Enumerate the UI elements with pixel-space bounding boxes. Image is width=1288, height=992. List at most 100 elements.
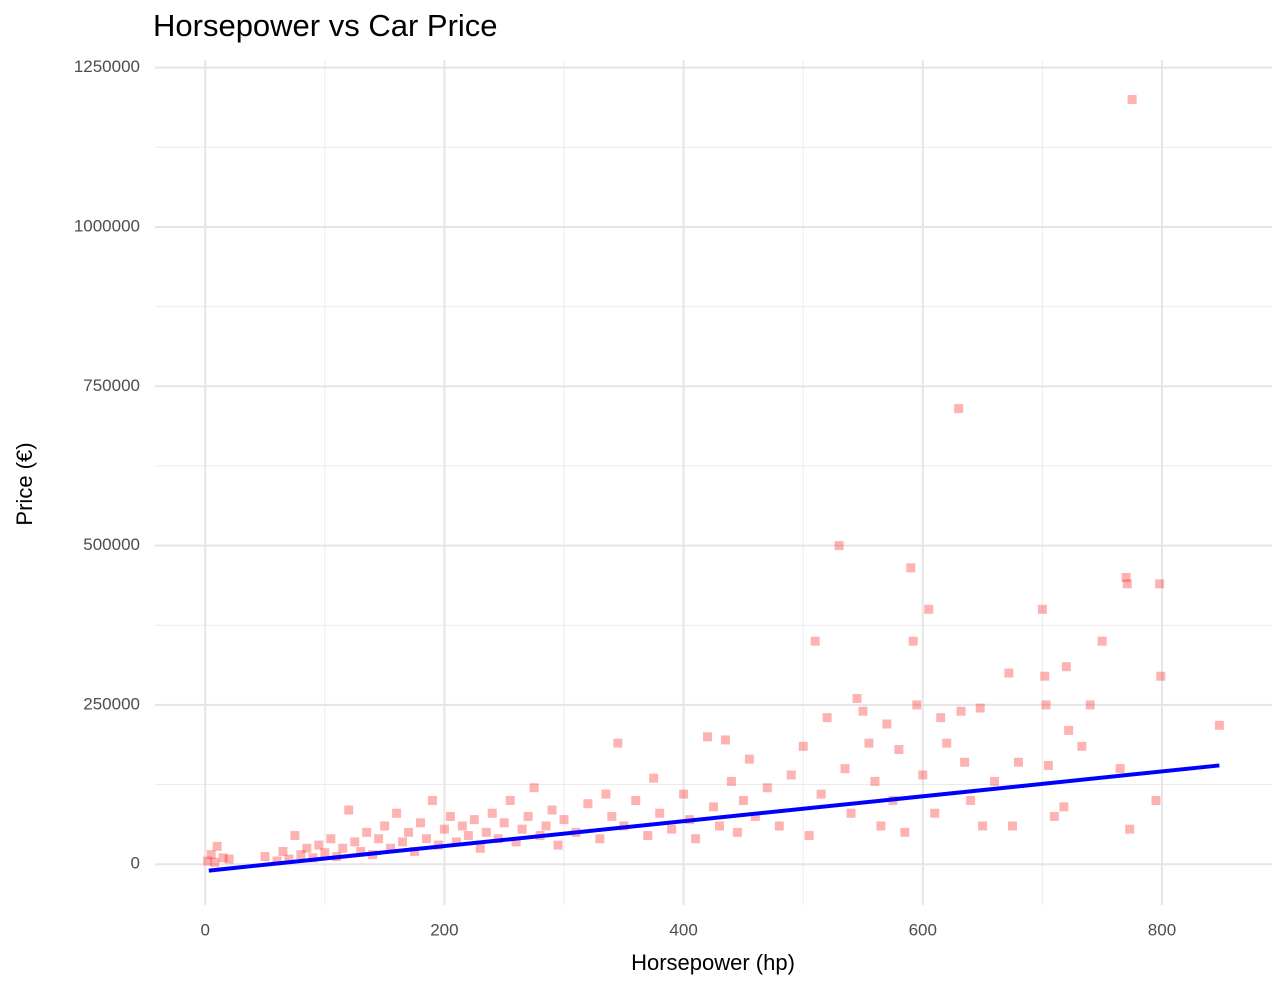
point [392,808,402,818]
point [864,738,874,748]
point [290,831,300,841]
point [475,843,485,853]
point [505,795,515,805]
point [822,713,832,723]
point [643,831,653,841]
point [314,840,324,850]
point [350,837,360,847]
point [1085,700,1095,710]
point [529,783,539,793]
point [380,821,390,831]
point [990,776,1000,786]
point [655,808,665,818]
point [1061,662,1071,672]
x-axis-title: Horsepower (hp) [631,950,795,975]
point [404,827,414,837]
point [511,837,521,847]
point [900,827,910,837]
point [224,854,234,864]
point [762,783,772,793]
point [975,703,985,713]
point [421,834,431,844]
point [846,808,856,818]
point [553,840,563,850]
point [906,563,916,573]
point [912,700,922,710]
point [649,773,659,783]
chart-title: Horsepower vs Car Price [153,8,498,43]
x-tick-label: 800 [1148,920,1176,939]
point [1122,579,1132,589]
point [284,854,294,864]
point [547,805,557,815]
point [356,846,366,856]
point [908,636,918,646]
point [978,821,988,831]
point [804,831,814,841]
point [338,843,348,853]
point [296,850,306,860]
point [601,789,611,799]
point [1043,760,1053,770]
point [487,808,497,818]
point [720,735,730,745]
point [786,770,796,780]
point [415,818,425,828]
point [203,856,213,866]
point [882,719,892,729]
y-tick-label: 0 [131,854,140,873]
point [398,837,408,847]
point [1214,720,1224,730]
y-tick-label: 750000 [83,376,140,395]
point [1013,757,1023,767]
point [613,738,623,748]
x-tick-label: 0 [200,920,209,939]
point [517,824,527,834]
point [834,541,844,551]
point [210,857,220,867]
point [1040,671,1050,681]
trend-line [208,763,1220,873]
point [956,706,966,716]
point [750,811,760,821]
point [631,795,641,805]
point [272,856,282,866]
point [714,821,724,831]
point [463,831,473,841]
point [1004,668,1014,678]
point [386,843,396,853]
point [218,853,228,863]
y-axis-title: Price (€) [12,442,37,525]
point [206,850,216,860]
point [457,821,467,831]
point [445,811,455,821]
point [709,802,718,812]
point [1077,741,1087,751]
y-tick-label: 500000 [83,535,140,554]
point [667,824,677,834]
point [1007,821,1017,831]
point [439,824,449,834]
point [744,754,754,764]
point [326,834,336,844]
point [954,404,964,414]
point [559,815,569,825]
point [1155,579,1165,589]
point [1059,802,1069,812]
point [1127,95,1137,105]
point [1049,811,1059,821]
point [278,846,288,856]
point [212,841,222,851]
point [942,738,952,748]
point [1064,725,1074,735]
point [691,834,701,844]
point [1037,604,1047,614]
point [362,827,372,837]
point [607,811,617,821]
point [924,604,934,614]
point [427,795,437,805]
x-tick-label: 600 [909,920,937,939]
point [1125,824,1135,834]
point [876,821,886,831]
